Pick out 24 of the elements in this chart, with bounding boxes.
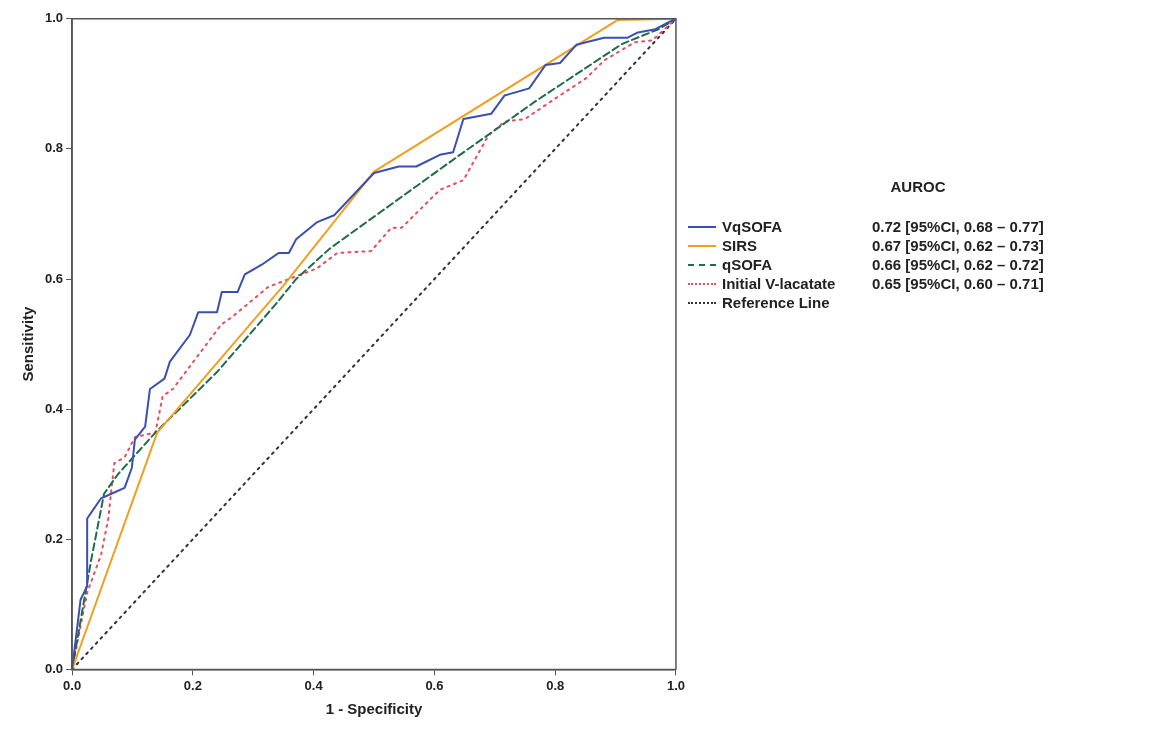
x-tick-label: 0.6 [425, 677, 444, 693]
y-tick-label: 0.8 [44, 140, 64, 156]
x-tick-label: 0.8 [546, 677, 565, 693]
legend-label: SIRS [722, 237, 758, 254]
x-tick-label: 0.4 [304, 677, 324, 693]
y-tick-label: 0.2 [44, 530, 64, 546]
x-tick-label: 0.0 [63, 677, 82, 693]
text: 0.72 [95%CI, 0.68 – 0.77] [872, 218, 1044, 235]
legend-title: AUROC [889, 178, 947, 195]
text: 0.65 [95%CI, 0.60 – 0.71] [872, 275, 1044, 292]
x-tick-label: 0.2 [183, 677, 202, 693]
legend-label: qSOFA [722, 256, 773, 273]
x-tick-label: 1.0 [666, 677, 685, 693]
y-axis-title: Sensitivity [19, 305, 37, 382]
legend-label: Reference Line [722, 294, 831, 311]
y-tick-label: 1.0 [44, 10, 64, 26]
text: 0.66 [95%CI, 0.62 – 0.72] [872, 256, 1044, 273]
y-tick-label: 0.6 [44, 270, 64, 286]
y-tick-label: 0.4 [44, 400, 64, 416]
y-tick-label: 0.0 [44, 660, 64, 676]
legend-label: Initial V-lacatate [722, 275, 837, 292]
legend-label: VqSOFA [722, 218, 783, 235]
text: 0.67 [95%CI, 0.62 – 0.73] [872, 237, 1044, 254]
x-axis-title: 1 - Specificity [325, 700, 424, 718]
